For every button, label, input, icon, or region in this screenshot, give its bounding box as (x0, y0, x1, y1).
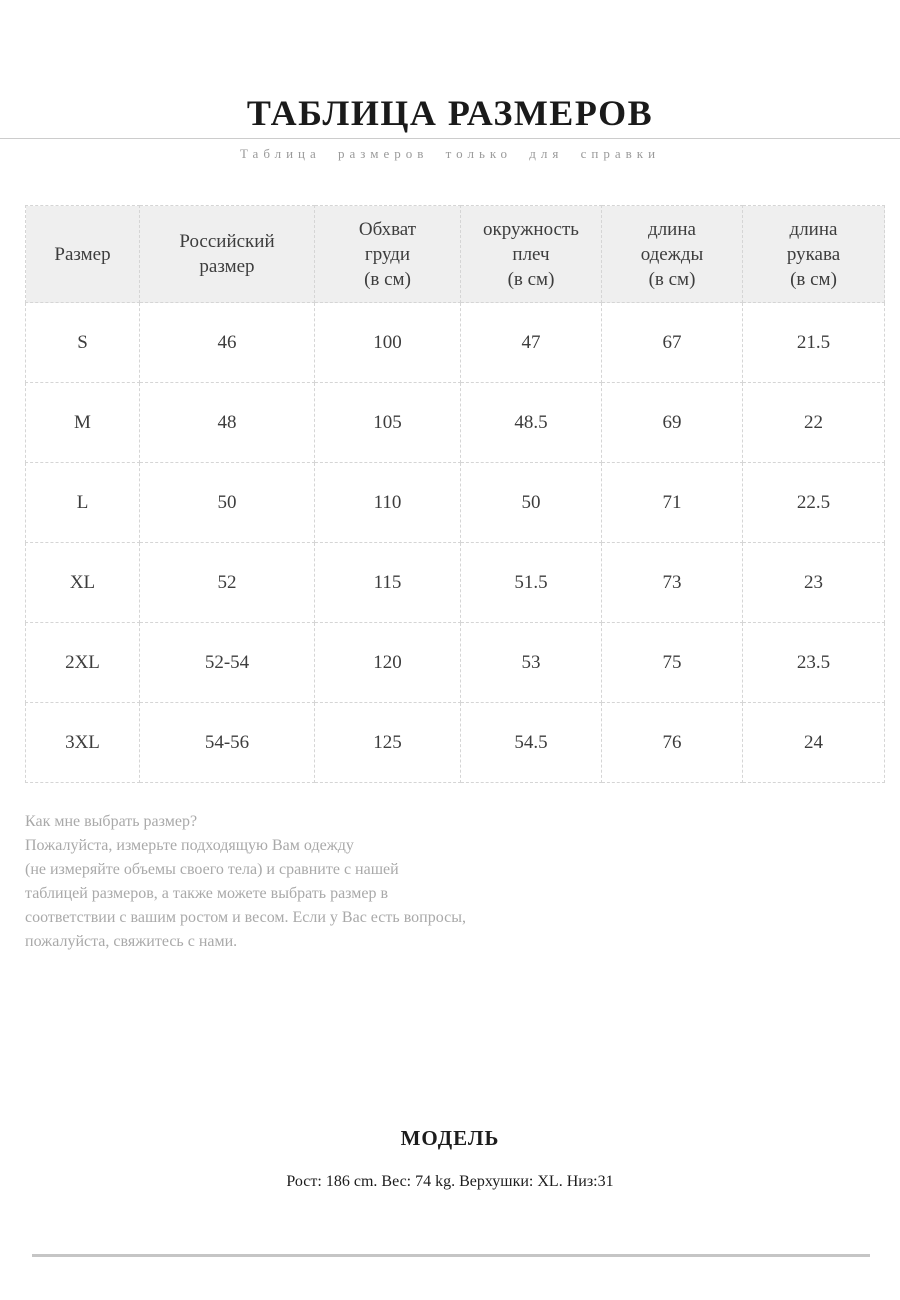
page-subtitle: Таблица размеров только для справки (239, 146, 661, 161)
table-cell: XL (25, 542, 140, 623)
model-heading: МОДЕЛЬ (400, 1126, 500, 1150)
table-cell: 105 (314, 382, 461, 463)
table-row-m: M 48 105 48.5 69 22 (25, 382, 885, 463)
table-cell: 47 (460, 302, 602, 383)
table-cell: 73 (601, 542, 743, 623)
table-cell: M (25, 382, 140, 463)
table-cell: L (25, 462, 140, 543)
size-help-text: Как мне выбрать размер? Пожалуйста, изме… (25, 813, 466, 950)
size-table-header-row: Размер Российский размер Обхват груди (в… (25, 205, 885, 303)
table-row-s: S 46 100 47 67 21.5 (25, 302, 885, 383)
table-cell: 125 (314, 702, 461, 783)
table-cell: 76 (601, 702, 743, 783)
table-cell: 52-54 (139, 622, 315, 703)
table-cell: 50 (139, 462, 315, 543)
table-cell: 110 (314, 462, 461, 543)
table-row-2xl: 2XL 52-54 120 53 75 23.5 (25, 622, 885, 703)
table-cell: 120 (314, 622, 461, 703)
table-cell: 46 (139, 302, 315, 383)
table-cell: 115 (314, 542, 461, 623)
table-row-l: L 50 110 50 71 22.5 (25, 462, 885, 543)
column-header-russian-size: Российский размер (139, 205, 315, 303)
column-header-chest: Обхват груди (в см) (314, 205, 461, 303)
table-cell: 48 (139, 382, 315, 463)
table-row-xl: XL 52 115 51.5 73 23 (25, 542, 885, 623)
table-cell: 22 (742, 382, 885, 463)
size-table: Размер Российский размер Обхват груди (в… (25, 205, 885, 783)
model-details: Рост: 186 cm. Вес: 74 kg. Верхушки: XL. … (286, 1173, 614, 1190)
column-header-shoulder: окружность плеч (в см) (460, 205, 602, 303)
table-cell: 52 (139, 542, 315, 623)
table-row-3xl: 3XL 54-56 125 54.5 76 24 (25, 702, 885, 783)
column-header-sleeve-length: длина рукава (в см) (742, 205, 885, 303)
table-cell: 51.5 (460, 542, 602, 623)
table-cell: 2XL (25, 622, 140, 703)
page-title: ТАБЛИЦА РАЗМЕРОВ (246, 93, 654, 133)
table-cell: 53 (460, 622, 602, 703)
table-cell: 69 (601, 382, 743, 463)
footer-divider (32, 1254, 870, 1257)
table-cell: 23.5 (742, 622, 885, 703)
table-cell: 21.5 (742, 302, 885, 383)
table-cell: 48.5 (460, 382, 602, 463)
table-cell: 24 (742, 702, 885, 783)
table-cell: 54.5 (460, 702, 602, 783)
table-cell: 23 (742, 542, 885, 623)
column-header-garment-length: длина одежды (в см) (601, 205, 743, 303)
table-cell: 3XL (25, 702, 140, 783)
table-cell: 54-56 (139, 702, 315, 783)
table-cell: 67 (601, 302, 743, 383)
table-cell: S (25, 302, 140, 383)
table-cell: 50 (460, 462, 602, 543)
table-cell: 100 (314, 302, 461, 383)
table-cell: 22.5 (742, 462, 885, 543)
table-cell: 75 (601, 622, 743, 703)
column-header-size: Размер (25, 205, 140, 303)
table-cell: 71 (601, 462, 743, 543)
title-divider (0, 138, 900, 139)
